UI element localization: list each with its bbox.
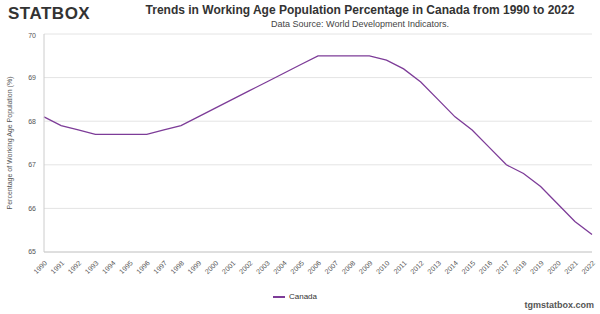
html-text:Canada: Canada	[289, 292, 317, 301]
svg-text:2014: 2014	[443, 259, 459, 275]
svg-text:2008: 2008	[341, 259, 357, 275]
svg-text:66: 66	[28, 205, 36, 212]
html-text:Data Source: World Development: Data Source: World Development Indicator…	[271, 19, 449, 29]
svg-text:1994: 1994	[101, 259, 117, 275]
svg-text:1992: 1992	[67, 259, 83, 275]
svg-text:1999: 1999	[186, 259, 202, 275]
svg-text:2019: 2019	[529, 259, 545, 275]
svg-text:2013: 2013	[426, 259, 442, 275]
svg-text:70: 70	[28, 32, 36, 39]
svg-text:2011: 2011	[392, 259, 408, 275]
svg-text:2021: 2021	[563, 259, 579, 275]
svg-text:2000: 2000	[204, 259, 220, 275]
html-text:Trends in Working Age Populati: Trends in Working Age Population Percent…	[145, 3, 575, 17]
svg-text:Percentage of Working Age Popu: Percentage of Working Age Population (%)	[8, 77, 14, 210]
svg-text:2016: 2016	[478, 259, 494, 275]
svg-text:1990: 1990	[32, 259, 48, 275]
svg-text:2012: 2012	[409, 259, 425, 275]
svg-text:2009: 2009	[358, 259, 374, 275]
svg-text:1993: 1993	[84, 259, 100, 275]
svg-text:1997: 1997	[152, 259, 168, 275]
svg-text:68: 68	[28, 118, 36, 125]
svg-text:2007: 2007	[323, 259, 339, 275]
svg-text:2004: 2004	[272, 259, 288, 275]
svg-text:2017: 2017	[495, 259, 511, 275]
html-text:tgmstatbox.com: tgmstatbox.com	[524, 300, 594, 310]
svg-text:1996: 1996	[135, 259, 151, 275]
svg-text:1998: 1998	[169, 259, 185, 275]
svg-text:2022: 2022	[580, 259, 592, 275]
svg-text:2003: 2003	[255, 259, 271, 275]
svg-text:2002: 2002	[238, 259, 254, 275]
svg-text:2001: 2001	[221, 259, 237, 275]
svg-text:65: 65	[28, 248, 36, 255]
html-text:STATBOX: STATBOX	[8, 4, 91, 23]
svg-text:1995: 1995	[118, 259, 134, 275]
svg-text:67: 67	[28, 161, 36, 168]
svg-text:2005: 2005	[289, 259, 305, 275]
svg-text:2006: 2006	[306, 259, 322, 275]
svg-text:2010: 2010	[375, 259, 391, 275]
svg-text:2018: 2018	[512, 259, 528, 275]
svg-text:2020: 2020	[546, 259, 562, 275]
svg-text:1991: 1991	[49, 259, 65, 275]
svg-text:2015: 2015	[460, 259, 476, 275]
svg-text:69: 69	[28, 74, 36, 81]
